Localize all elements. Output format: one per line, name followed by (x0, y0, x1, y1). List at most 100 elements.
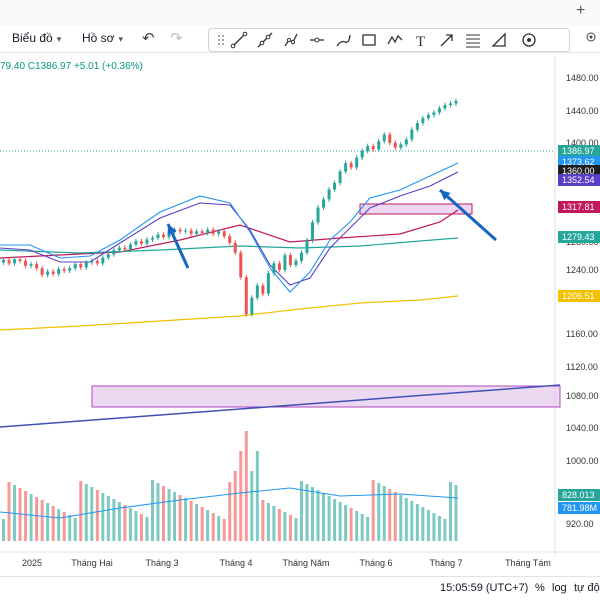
candle-body (233, 242, 237, 253)
candle-body (24, 260, 28, 266)
candle-body (261, 285, 265, 294)
text-tool-icon[interactable]: T (411, 30, 431, 50)
time-axis-label: Tháng Tám (505, 558, 551, 568)
volume-bar (217, 516, 221, 541)
price-tag-label: 1373.62 (562, 157, 595, 167)
profile-menu-button[interactable]: Hồ sơ ▾ (82, 31, 123, 45)
volume-bar (360, 514, 364, 541)
ma-blue-line (0, 162, 459, 293)
auto-scale-toggle[interactable]: tự độ (574, 582, 600, 594)
time-axis-label: Tháng 3 (145, 558, 178, 568)
candle-body (211, 229, 215, 234)
candle-body (266, 273, 270, 294)
redo-icon[interactable]: ↷ (170, 30, 183, 47)
volume-bar (173, 492, 177, 541)
log-toggle[interactable]: log (552, 582, 567, 594)
candle-body (360, 150, 364, 158)
time-axis-label: Tháng Năm (282, 558, 329, 568)
volume-bar (432, 513, 436, 541)
brush-tool-icon[interactable] (333, 30, 353, 50)
price-tag (558, 290, 600, 302)
candle-body (349, 163, 353, 168)
volume-bar (311, 487, 315, 541)
pattern-tool-icon[interactable] (385, 30, 405, 50)
candle-body (90, 260, 94, 263)
volume-bar (195, 504, 199, 541)
more-options-icon[interactable] (584, 30, 598, 48)
price-tick-label: 1480.00 (566, 73, 599, 83)
rectangle-tool-icon[interactable] (359, 30, 379, 50)
price-tick-label: 1400.00 (566, 138, 599, 148)
candle-body (162, 234, 166, 238)
measure-tool-icon[interactable] (489, 30, 509, 50)
candle-body (13, 259, 17, 264)
candle-body (250, 297, 254, 315)
volume-bar (305, 484, 309, 541)
time-axis-label: 2025 (22, 558, 42, 568)
candle-body (112, 250, 116, 255)
volume-bar (162, 486, 166, 541)
price-tag-label: 1279.43 (562, 232, 595, 242)
candle-body (35, 264, 39, 269)
arrow-tool-icon[interactable] (437, 30, 457, 50)
percent-toggle[interactable]: % (535, 582, 545, 594)
candle-body (29, 264, 33, 266)
time-axis-label: Tháng 6 (359, 558, 392, 568)
candle-body (145, 239, 149, 244)
candle-body (255, 285, 259, 298)
drag-handle-icon[interactable] (211, 30, 231, 50)
chart-menu-button[interactable]: Biểu đồ ▾ (12, 31, 61, 45)
volume-bar (454, 485, 458, 541)
eye-icon[interactable] (519, 30, 539, 50)
volume-bar (178, 495, 182, 541)
volume-bar (299, 481, 303, 541)
plus-icon[interactable]: + (576, 2, 586, 19)
price-tag (558, 145, 600, 157)
candle-body (322, 199, 326, 208)
candle-body (150, 237, 154, 240)
volume-bar (112, 499, 116, 541)
candle-body (366, 146, 370, 151)
candle-body (128, 244, 132, 250)
annotation-arrow-right (439, 188, 497, 242)
candle-body (299, 252, 303, 261)
volume-bar (134, 511, 138, 541)
price-tag (558, 174, 600, 186)
trendline-tool-icon[interactable] (229, 30, 249, 50)
volume-bar (288, 515, 292, 541)
volume-bar (233, 471, 237, 541)
volume-bar (255, 451, 259, 541)
path-tool-icon[interactable] (281, 30, 301, 50)
candle-body (272, 263, 276, 274)
volume-bar (222, 519, 226, 541)
price-chart[interactable]: 1480.001440.001400.001360.001320.001280.… (0, 56, 600, 576)
candle-body (106, 254, 110, 258)
volume-bar (272, 506, 276, 541)
volume-bar (35, 497, 39, 541)
fib-tool-icon[interactable] (463, 30, 483, 50)
volume-bar (399, 495, 403, 541)
volume-bar (239, 451, 243, 541)
undo-icon[interactable]: ↶ (142, 30, 155, 47)
volume-bar (316, 490, 320, 541)
volume-bar (101, 493, 105, 541)
volume-bar (344, 505, 348, 541)
price-tag-label: 1360.00 (562, 166, 595, 176)
candle-body (57, 269, 61, 274)
candle-body (7, 260, 11, 264)
volume-bar (277, 509, 281, 541)
volume-bar (448, 482, 452, 541)
volume-bar (294, 518, 298, 541)
candle-body (410, 129, 414, 140)
candle-body (426, 114, 430, 119)
candle-body (195, 231, 199, 234)
candle-body (62, 269, 66, 271)
candle-body (316, 207, 320, 223)
extended-line-tool-icon[interactable] (255, 30, 275, 50)
horizontal-ray-tool-icon[interactable] (307, 30, 327, 50)
volume-bar (200, 507, 204, 541)
candle-body (448, 103, 452, 106)
candle-body (288, 255, 292, 265)
chevron-down-icon: ▾ (56, 34, 62, 44)
trend-line (0, 384, 561, 428)
